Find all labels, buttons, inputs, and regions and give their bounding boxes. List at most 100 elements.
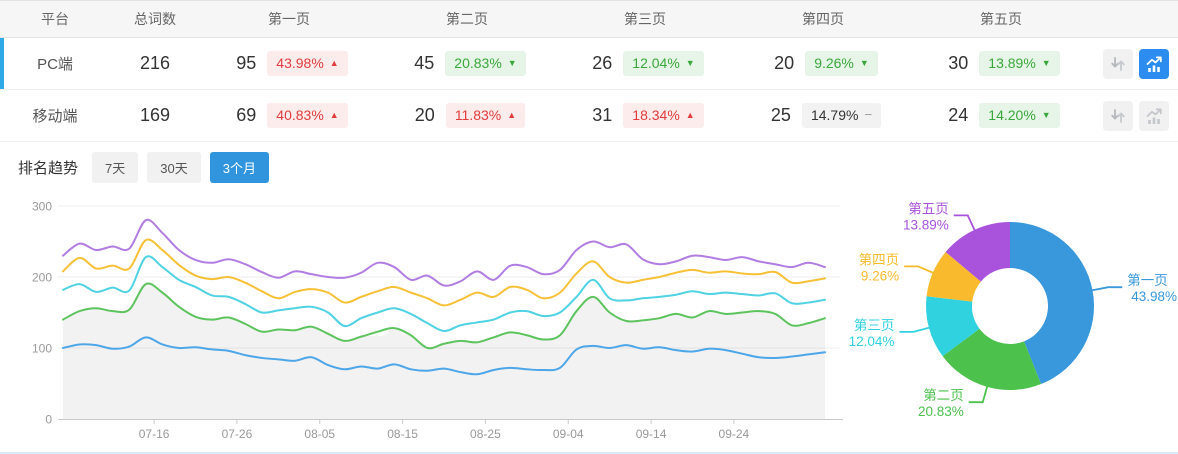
trend-line-第四页[interactable] — [62, 238, 826, 307]
trend-charts: 爱站网 07-16 07-26 08-05 08-15 08-25 09-04 09-14 09… — [0, 182, 1178, 454]
sort-arrows-icon — [1111, 108, 1125, 123]
page-count: 31 — [592, 105, 613, 125]
area-fill-第二页 — [63, 283, 825, 419]
x-tick-label: 09-04 — [553, 427, 584, 441]
col-header-page2: 第二页 — [446, 11, 488, 27]
donut-slice-第五页[interactable] — [945, 222, 1010, 282]
pct-badge: 40.83% ▲ — [267, 103, 348, 128]
col-header-total: 总词数 — [134, 11, 176, 27]
total-words: 216 — [139, 53, 171, 73]
x-tick-label: 07-26 — [222, 427, 253, 441]
y-tick-label: 100 — [32, 342, 52, 356]
trend-chart-button[interactable] — [1139, 100, 1169, 131]
page3-cell: 31 18.34% ▲ — [556, 103, 734, 128]
page-count: 25 — [770, 105, 791, 125]
trend-line-第二页[interactable] — [62, 282, 826, 350]
y-tick-label: 0 — [45, 413, 52, 427]
down-arrow-icon: ▼ — [859, 57, 869, 68]
page-count: 30 — [948, 53, 969, 73]
y-tick-label: 200 — [32, 271, 52, 285]
page3-cell: 26 12.04% ▼ — [556, 51, 734, 76]
y-tick-label: 300 — [32, 200, 52, 214]
up-arrow-icon: ▲ — [685, 109, 695, 120]
donut-label-name-第三页: 第三页 — [854, 317, 895, 333]
down-arrow-icon: ▼ — [1041, 57, 1051, 68]
page4-cell: 25 14.79% − — [734, 103, 912, 128]
trend-chart-icon — [1146, 56, 1162, 72]
x-tick-label: 09-24 — [719, 427, 750, 441]
down-arrow-icon: ▼ — [685, 57, 695, 68]
page-count: 20 — [774, 53, 795, 73]
flat-dash-icon: − — [864, 107, 873, 123]
platform-name: 移动端 — [32, 108, 78, 125]
page-count: 95 — [236, 53, 257, 73]
donut-label-pct-第三页: 12.04% — [849, 334, 895, 349]
down-arrow-icon: ▼ — [1041, 109, 1051, 120]
pct-badge: 11.83% ▲ — [445, 103, 526, 128]
pct-badge: 14.79% − — [801, 103, 882, 128]
page1-cell: 95 43.98% ▲ — [200, 51, 378, 76]
pct-badge: 13.89% ▼ — [979, 51, 1060, 76]
page2-cell: 45 20.83% ▼ — [378, 51, 556, 76]
x-tick-label: 08-15 — [387, 427, 418, 441]
up-arrow-icon: ▲ — [329, 57, 339, 68]
leader-line-第二页 — [968, 380, 990, 404]
donut-label-name-第二页: 第二页 — [923, 387, 964, 403]
col-header-page1: 第一页 — [268, 11, 310, 27]
leader-line-第一页 — [1086, 286, 1123, 293]
x-tick-label: 08-05 — [304, 427, 335, 441]
donut-slice-第一页[interactable] — [1010, 222, 1094, 385]
table-row-mobile[interactable]: 移动端 169 69 40.83% ▲ 20 11.83% ▲ 31 18.34% ▲… — [0, 90, 1178, 142]
donut-label-pct-第五页: 13.89% — [903, 217, 949, 232]
donut-slice-第二页[interactable] — [942, 328, 1042, 390]
leader-line-第三页 — [899, 325, 935, 333]
tab-30days[interactable]: 30天 — [147, 152, 201, 183]
page1-cell: 69 40.83% ▲ — [200, 103, 378, 128]
col-header-platform: 平台 — [41, 11, 69, 27]
col-header-page5: 第五页 — [980, 11, 1022, 27]
donut-slice-第三页[interactable] — [926, 296, 980, 357]
pct-badge: 43.98% ▲ — [267, 51, 348, 76]
row-actions — [1090, 100, 1178, 131]
page-count: 45 — [414, 53, 435, 73]
trend-line-第一页[interactable] — [62, 336, 826, 376]
up-arrow-icon: ▲ — [507, 109, 517, 120]
pct-badge: 12.04% ▼ — [623, 51, 704, 76]
pct-badge: 20.83% ▼ — [445, 51, 526, 76]
sort-arrows-icon — [1111, 56, 1125, 71]
up-arrow-icon: ▲ — [329, 109, 339, 120]
donut-slice-第四页[interactable] — [926, 252, 981, 302]
pct-badge: 9.26% ▼ — [805, 51, 878, 76]
sort-updown-button[interactable] — [1103, 48, 1133, 79]
tab-7days[interactable]: 7天 — [92, 152, 139, 183]
trend-line-第五页[interactable] — [62, 218, 826, 287]
x-tick-label: 07-16 — [139, 427, 170, 441]
col-header-page4: 第四页 — [802, 11, 844, 27]
rank-table-header: 平台 总词数 第一页 第二页 第三页 第四页 第五页 — [0, 1, 1178, 38]
table-row-pc[interactable]: PC端 216 95 43.98% ▲ 45 20.83% ▼ 26 12.04% ▼… — [0, 38, 1178, 90]
page2-cell: 20 11.83% ▲ — [378, 103, 556, 128]
pct-badge: 18.34% ▲ — [623, 103, 704, 128]
trend-chart-button-active[interactable] — [1139, 48, 1169, 79]
donut-label-pct-第二页: 20.83% — [918, 404, 964, 419]
trend-line-第三页[interactable] — [62, 255, 826, 332]
page-count: 69 — [236, 105, 257, 125]
trend-title: 排名趋势 — [18, 160, 79, 177]
leader-line-第五页 — [953, 214, 978, 236]
x-tick-label: 09-14 — [636, 427, 667, 441]
page-count: 24 — [948, 105, 969, 125]
tab-3months[interactable]: 3个月 — [209, 152, 269, 183]
platform-name: PC端 — [37, 56, 73, 73]
total-words: 169 — [139, 105, 171, 125]
donut-label-name-第四页: 第四页 — [859, 251, 900, 267]
sort-updown-button[interactable] — [1103, 100, 1133, 131]
x-tick-label: 08-25 — [470, 427, 501, 441]
trend-section-header: 排名趋势 7天 30天 3个月 — [0, 142, 1178, 183]
row-actions — [1090, 48, 1178, 79]
page5-cell: 30 13.89% ▼ — [912, 51, 1090, 76]
page-count: 20 — [414, 105, 435, 125]
col-header-page3: 第三页 — [624, 11, 666, 27]
